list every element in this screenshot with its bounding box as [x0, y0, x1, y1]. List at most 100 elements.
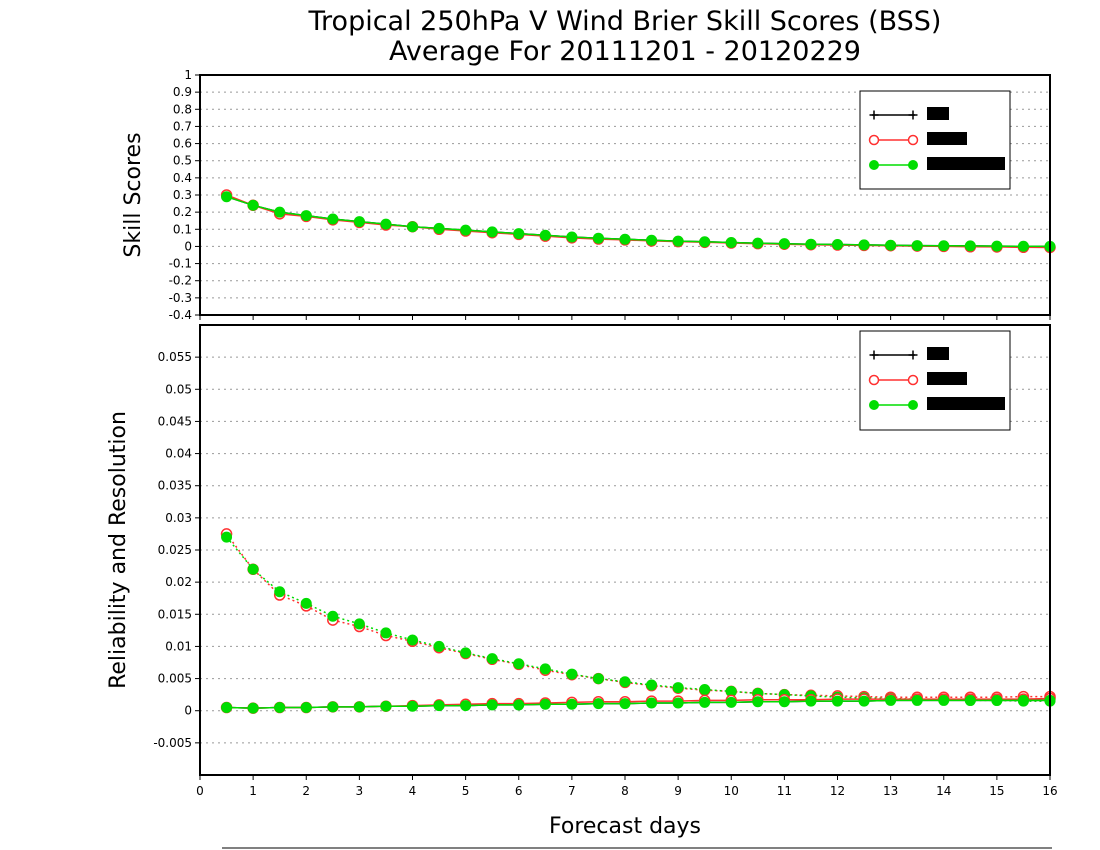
legend-marker-2 [868, 134, 880, 146]
data-point-filled-circle [486, 653, 498, 665]
data-point-filled-circle [566, 231, 578, 243]
x-tick-label: 15 [989, 784, 1004, 798]
data-point-filled-circle [327, 610, 339, 622]
data-point-filled-circle [619, 676, 631, 688]
data-point-filled-circle [725, 236, 737, 248]
data-point-filled-circle [991, 240, 1003, 252]
x-tick-label: 16 [1042, 784, 1057, 798]
x-tick-label: 10 [724, 784, 739, 798]
data-point-filled-circle [619, 698, 631, 710]
data-point-filled-circle [592, 673, 604, 685]
data-point-filled-circle [805, 695, 817, 707]
data-point-filled-circle [539, 663, 551, 675]
y-tick-label: -0.1 [169, 257, 192, 271]
data-point-filled-circle [486, 699, 498, 711]
data-point-filled-circle [646, 234, 658, 246]
legend [859, 90, 1011, 190]
y-tick-label: 0.055 [158, 350, 192, 364]
y-tick-label: 0 [184, 704, 192, 718]
legend-label-1 [927, 347, 949, 360]
data-point-filled-circle [433, 640, 445, 652]
data-point-filled-circle [885, 694, 897, 706]
data-point-filled-circle [964, 694, 976, 706]
x-tick-label: 8 [621, 784, 629, 798]
data-point-filled-circle [672, 697, 684, 709]
data-point-filled-circle [221, 191, 233, 203]
data-point-filled-circle [725, 696, 737, 708]
legend-marker-1 [869, 110, 879, 120]
data-point-filled-circle [380, 700, 392, 712]
data-point-filled-circle [247, 563, 259, 575]
data-point-filled-circle [353, 701, 365, 713]
y-axis-title: Reliability and Resolution [106, 411, 131, 689]
legend-label-2 [927, 372, 967, 385]
data-point-filled-circle [353, 216, 365, 228]
x-tick-label: 11 [777, 784, 792, 798]
y-tick-label: -0.4 [169, 308, 192, 322]
legend-marker-3 [908, 160, 918, 170]
series-line-1 [225, 533, 1050, 698]
y-tick-label: 0.045 [158, 414, 192, 428]
y-tick-label: 0.9 [173, 85, 192, 99]
series-line-2 [226, 536, 1050, 702]
data-point-filled-circle [699, 696, 711, 708]
y-tick-label: 0.4 [173, 171, 192, 185]
data-point-filled-circle [805, 238, 817, 250]
data-point-filled-circle [672, 682, 684, 694]
y-tick-label: 0.8 [173, 102, 192, 116]
y-tick-label: 0.6 [173, 137, 192, 151]
data-point-filled-circle [911, 240, 923, 252]
data-point-filled-circle [619, 233, 631, 245]
x-tick-label: 12 [830, 784, 845, 798]
data-point-filled-circle [646, 679, 658, 691]
data-point-filled-circle [327, 213, 339, 225]
data-point-filled-circle [407, 221, 418, 233]
data-point-filled-circle [885, 239, 897, 251]
x-tick-label: 5 [462, 784, 470, 798]
data-point-filled-circle [832, 239, 843, 251]
y-tick-label: 0.035 [158, 479, 192, 493]
chart-title-line1: Tropical 250hPa V Wind Brier Skill Score… [308, 6, 942, 37]
legend-marker-3 [869, 160, 879, 170]
data-point-filled-circle [778, 238, 790, 250]
y-tick-label: 0.3 [173, 188, 192, 202]
data-point-filled-circle [300, 597, 312, 609]
bottom-panel: 0.055 0.05 0.045 0.04 0.035 0.03 0.025 0.02 0.01… [106, 324, 1058, 798]
x-tick-label: 1 [249, 784, 257, 798]
legend-marker-3 [869, 400, 879, 410]
data-point-filled-circle [752, 696, 764, 708]
data-point-filled-circle [300, 702, 312, 713]
data-point-filled-circle [991, 694, 1003, 706]
x-tick-label: 9 [674, 784, 682, 798]
data-point-filled-circle [380, 218, 392, 230]
x-tick-label: 2 [302, 784, 310, 798]
y-tick-label: 0.005 [158, 672, 192, 686]
y-tick-label: 0.025 [158, 543, 192, 557]
data-point-filled-circle [858, 695, 870, 707]
data-point-filled-circle [752, 237, 764, 249]
plot-layer: 1 0.9 0.8 0.7 0.6 0.5 0.4 0.3 0.2 0.1 0 -0.1 -0.2 -0.… [106, 68, 1058, 798]
y-tick-label: -0.2 [169, 274, 192, 288]
y-tick-label: 0.7 [173, 119, 192, 133]
legend-label-2 [927, 132, 967, 145]
y-tick-label: 0.015 [158, 607, 192, 621]
top-panel: 1 0.9 0.8 0.7 0.6 0.5 0.4 0.3 0.2 0.1 0 -0.1 -0.2 -0.… [121, 68, 1056, 322]
chart-title-line2: Average For 20111201 - 20120229 [389, 36, 861, 67]
data-point-filled-circle [964, 240, 976, 252]
data-point-filled-circle [672, 235, 684, 247]
y-tick-label: 0.1 [173, 222, 192, 236]
data-point-filled-circle [938, 240, 950, 252]
x-tick-label: 3 [356, 784, 364, 798]
data-point-filled-circle [539, 698, 551, 710]
data-point-filled-circle [646, 697, 658, 709]
legend-marker-3 [908, 400, 918, 410]
data-point-filled-circle [274, 702, 286, 713]
x-tick-label: 0 [196, 784, 204, 798]
legend-marker-1 [869, 350, 879, 360]
data-point-filled-circle [699, 684, 711, 695]
data-point-filled-circle [539, 229, 551, 241]
data-point-filled-circle [592, 232, 604, 244]
data-point-filled-circle [433, 700, 445, 712]
legend-label-3 [927, 157, 1005, 170]
